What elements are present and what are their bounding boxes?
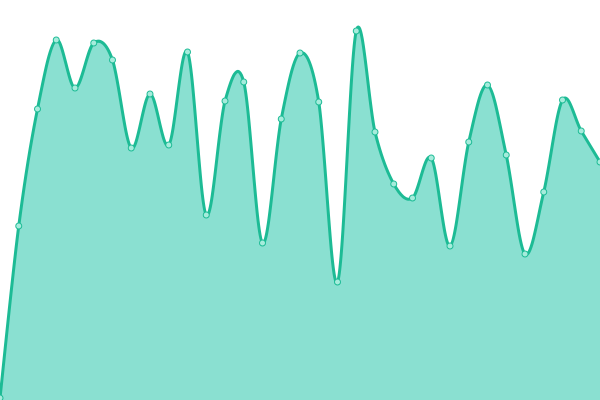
data-point-24: [446, 242, 454, 250]
data-point-13: [240, 78, 248, 86]
data-point-25: [465, 138, 473, 146]
data-point-30: [559, 96, 566, 104]
data-point-9: [165, 141, 173, 149]
data-point-12: [221, 97, 229, 105]
data-point-7: [127, 144, 135, 152]
data-point-10: [184, 48, 191, 56]
data-point-28: [521, 250, 529, 258]
area-fill: [0, 27, 600, 400]
data-point-14: [259, 239, 266, 247]
data-point-20: [371, 128, 379, 136]
data-point-23: [427, 154, 435, 162]
data-point-17: [315, 98, 323, 106]
data-point-15: [277, 115, 285, 123]
data-point-11: [202, 211, 210, 219]
data-point-27: [502, 151, 510, 159]
data-point-6: [109, 56, 116, 64]
data-point-2: [34, 105, 41, 113]
data-points: [0, 27, 600, 400]
data-point-32: [596, 158, 600, 166]
data-point-0: [0, 394, 4, 400]
data-point-1: [15, 222, 23, 230]
data-point-26: [484, 81, 491, 89]
data-point-18: [334, 278, 341, 286]
data-point-31: [577, 127, 585, 135]
data-point-22: [409, 194, 416, 202]
data-point-29: [540, 188, 548, 196]
data-point-19: [352, 27, 360, 35]
data-point-16: [296, 49, 304, 57]
data-point-21: [390, 180, 398, 188]
data-point-5: [90, 39, 98, 47]
data-point-8: [146, 90, 154, 98]
data-point-4: [71, 84, 79, 92]
data-point-3: [52, 36, 60, 44]
